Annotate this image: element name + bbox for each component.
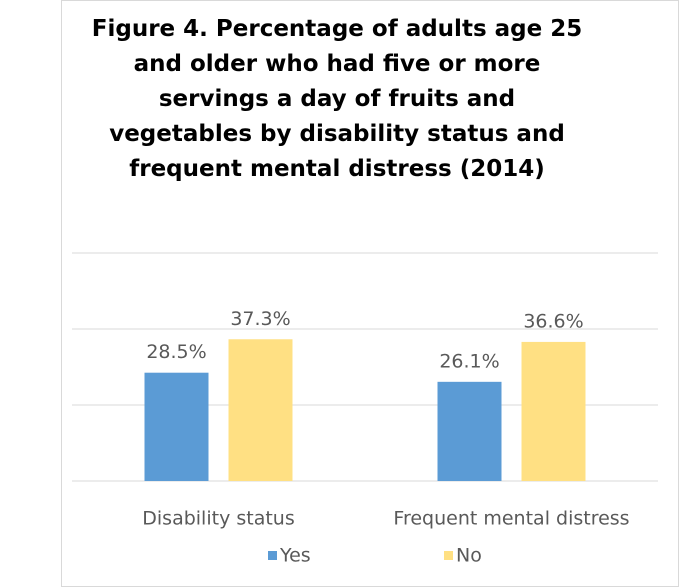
legend-label: No — [456, 545, 482, 567]
legend-swatch — [268, 551, 277, 560]
chart-title: Figure 4. Percentage of adults age 25 an… — [91, 16, 583, 182]
data-label: 28.5% — [146, 341, 206, 363]
legend-label: Yes — [279, 545, 311, 567]
bar — [228, 339, 293, 481]
x-tick-label: Frequent mental distress — [393, 508, 629, 530]
data-label: 36.6% — [523, 310, 583, 332]
bar — [437, 381, 502, 481]
data-label: 26.1% — [439, 350, 499, 372]
data-label: 37.3% — [230, 308, 290, 330]
x-tick-label: Disability status — [142, 508, 294, 530]
legend-swatch — [444, 551, 453, 560]
bar — [521, 341, 586, 481]
chart-frame — [61, 0, 679, 587]
bar — [144, 372, 209, 481]
